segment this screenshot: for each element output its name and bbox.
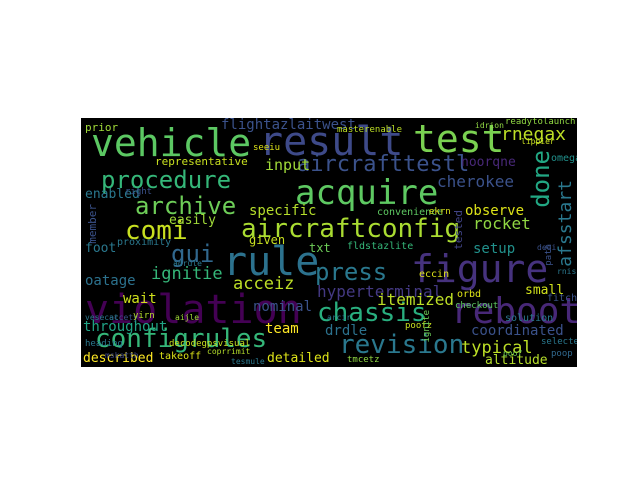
word-seeiu: seeiu	[253, 143, 281, 153]
word-eccin: eccin	[419, 269, 450, 280]
word-selected: selected	[541, 337, 577, 347]
word-poofz: poofz	[405, 321, 433, 331]
word-afsstart: afsstart	[555, 180, 576, 267]
word-given: given	[249, 233, 286, 247]
word-revision: revision	[339, 330, 465, 360]
word-oatage: oatage	[85, 273, 136, 289]
word-deqi: deqi	[537, 243, 557, 252]
word-tesmule: tesmule	[231, 357, 265, 366]
word-setup: setup	[473, 241, 516, 257]
word-tested: tested	[452, 210, 465, 250]
word-right: right	[125, 187, 153, 197]
word-configrules: configrules	[95, 324, 268, 354]
word-idrion: idrion	[475, 121, 504, 130]
word-result: result	[259, 119, 404, 165]
word-done: done	[527, 150, 555, 208]
word-readytolaunch: readytolaunch	[505, 118, 576, 127]
word-convenience: convenience	[377, 207, 444, 218]
word-described: described	[83, 351, 154, 366]
word-rnegax: rnegax	[501, 124, 567, 145]
word-coprrimit: coprrimit	[207, 347, 251, 356]
word-decodegpsvisual: decodegpsvisual	[169, 339, 251, 349]
word-easily: easily	[169, 213, 216, 228]
word-orbd: orbd	[457, 289, 482, 300]
word-nominal: nominal	[253, 299, 313, 315]
word-mskatth: mskatth	[105, 351, 139, 360]
word-team: team	[265, 321, 299, 337]
word-enabled: enabled	[85, 187, 140, 202]
word-violation: violation	[85, 287, 302, 333]
word-aircraftconfig: aircraftconfig	[241, 214, 461, 244]
word-altitude: altitude	[485, 353, 548, 367]
word-drdle: drdle	[325, 323, 368, 339]
word-accety: accety	[109, 313, 138, 322]
word-cherokee: cherokee	[437, 172, 515, 191]
word-reboot: reboot	[451, 291, 577, 332]
word-small: small	[525, 283, 565, 298]
word-rule: rule	[223, 239, 320, 285]
word-input: input	[265, 156, 311, 174]
word-gui: gui	[171, 240, 215, 268]
word-member: member	[86, 204, 99, 244]
word-itemized: itemized	[377, 290, 455, 309]
word-poof: poof	[503, 349, 523, 358]
word-heading: heading	[85, 339, 123, 349]
word-wait: wait	[123, 291, 157, 307]
word-prior: prior	[85, 121, 119, 134]
word-specific: specific	[249, 203, 317, 219]
word-txt: txt	[309, 241, 331, 255]
word-press: press	[315, 258, 388, 286]
word-omega: omega	[551, 153, 577, 164]
word-rnis: rnis	[557, 267, 577, 276]
word-fitch: fitch	[547, 293, 577, 304]
word-acceiz: acceiz	[233, 274, 295, 294]
word-proximity: proximity	[117, 237, 172, 248]
word-vehicle: vehicle	[91, 121, 252, 165]
word-typical: typical	[461, 338, 533, 358]
word-aijle: aijle	[175, 313, 200, 322]
word-noorqne: noorqne	[461, 155, 516, 170]
word-cloud: vehicle result test rnegax flightazlaitw…	[81, 118, 577, 367]
word-checkout: checkout	[455, 301, 499, 311]
word-tmcetz: tmcetz	[347, 355, 380, 365]
word-hyperterminal: hyperterminal	[317, 282, 443, 301]
word-detailed: detailed	[267, 351, 330, 366]
word-vesecat: vesecat	[85, 313, 119, 322]
word-comi: comi	[125, 216, 188, 246]
word-chassis: chassis	[317, 298, 427, 328]
word-procedure: procedure	[101, 166, 232, 194]
word-arcir: arcir	[327, 313, 352, 322]
word-foot: foot	[85, 241, 117, 256]
word-representative: representative	[155, 155, 248, 168]
word-observe: observe	[465, 203, 525, 219]
word-test: test	[413, 118, 505, 161]
word-ignite: ignite	[422, 310, 432, 343]
word-ekrn: ekrn	[429, 207, 451, 217]
word-takeoff: takeoff	[159, 351, 202, 362]
word-poop: poop	[551, 349, 573, 359]
word-fldstazlite: fldstazlite	[347, 241, 414, 252]
word-acquire: acquire	[295, 173, 439, 213]
word-masterenable: masterenable	[337, 125, 403, 135]
word-rocket: rocket	[473, 214, 531, 233]
word-figure: figure	[411, 247, 549, 291]
word-yirn: yirn	[133, 311, 155, 321]
word-lippier: lippier	[521, 137, 555, 146]
word-ignitie: ignitie	[151, 264, 223, 284]
word-archive: archive	[135, 192, 237, 220]
word-flightazlaitwest: flightazlaitwest	[221, 118, 356, 133]
word-coordinated: coordinated	[471, 323, 564, 339]
word-adrule: adrule	[173, 259, 202, 268]
word-solution: solution	[505, 313, 554, 324]
word-aircrafttestl: aircrafttestl	[297, 152, 470, 177]
word-throughout: throughout	[83, 319, 168, 335]
